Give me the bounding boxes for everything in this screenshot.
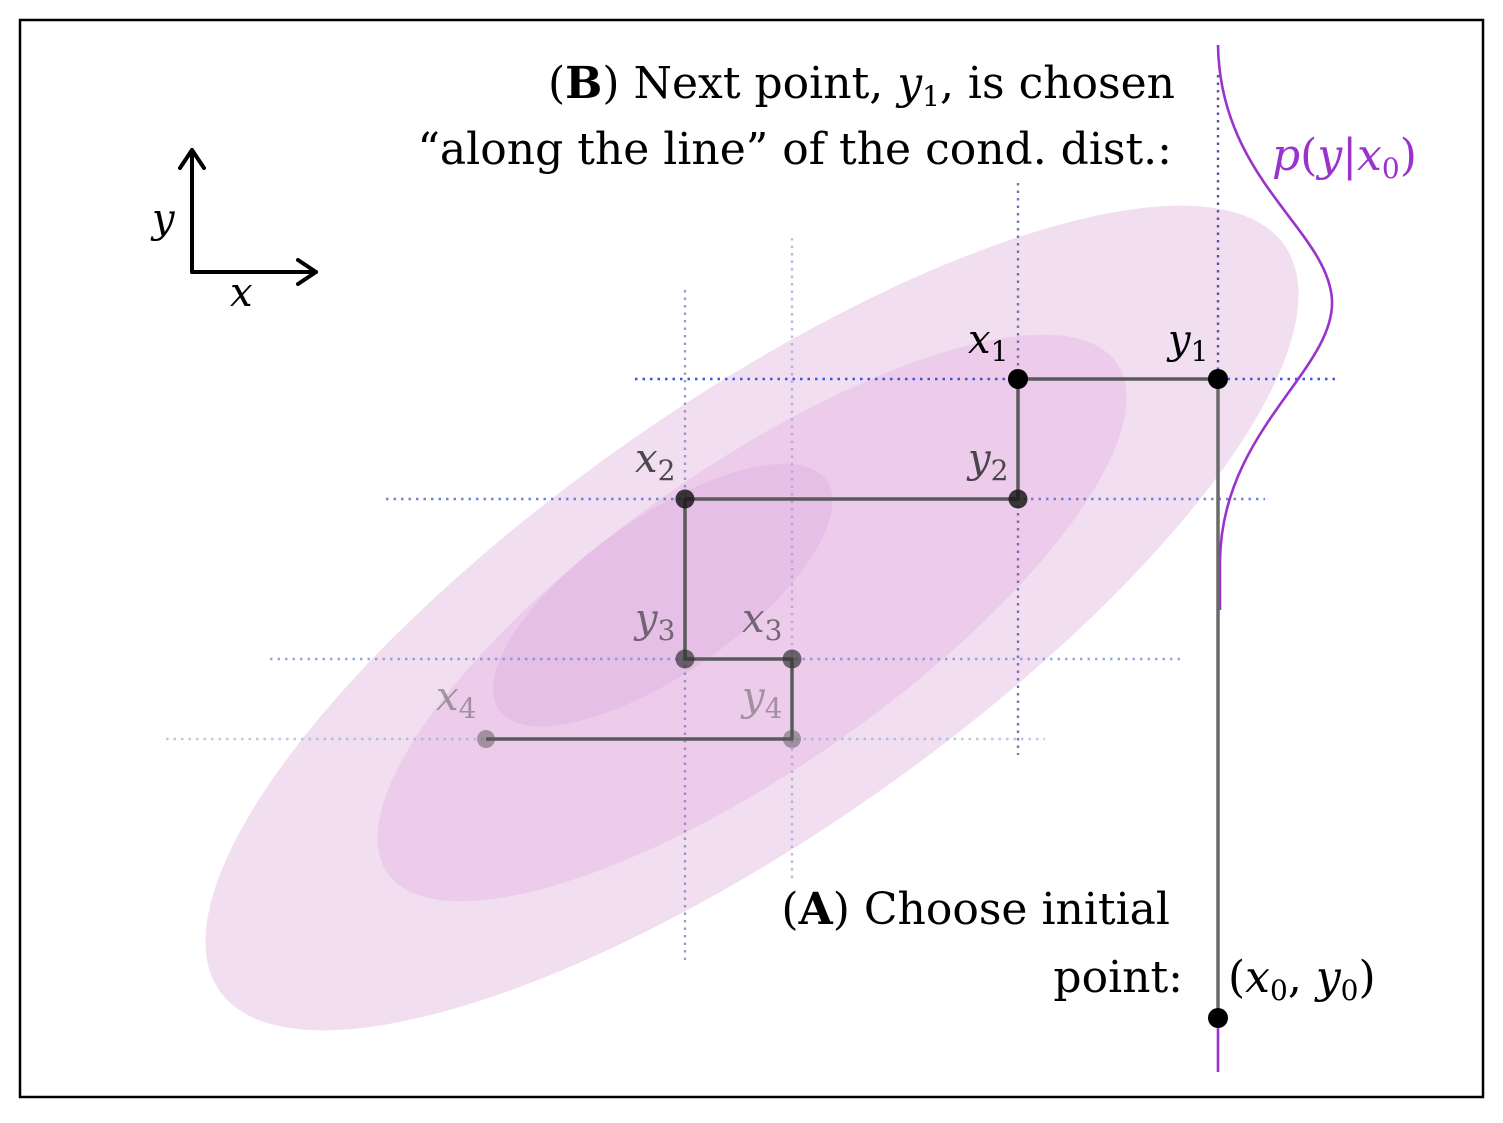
label-y3: y3 bbox=[633, 596, 675, 647]
label-x3: x3 bbox=[742, 596, 782, 647]
label-x1: x1 bbox=[968, 317, 1008, 368]
point-initial bbox=[1208, 1008, 1228, 1028]
conditional-distribution-curve bbox=[1216, 44, 1334, 610]
y-arrowhead bbox=[178, 148, 206, 170]
x-arrowhead bbox=[296, 258, 318, 286]
axis-label-y: y bbox=[150, 196, 176, 242]
axes-icon bbox=[178, 148, 318, 286]
point-y3 bbox=[675, 649, 695, 669]
caption-a-line1: (A) Choose initial bbox=[781, 884, 1170, 935]
sampling-path bbox=[486, 377, 1220, 1018]
sample-points bbox=[477, 369, 1228, 1028]
point-x3 bbox=[782, 649, 802, 669]
point-x4 bbox=[477, 730, 495, 748]
point-labels: x1 y1 x2 y2 x3 y3 x4 y4 bbox=[436, 317, 1208, 725]
point-y2 bbox=[1008, 489, 1028, 509]
label-x2: x2 bbox=[635, 436, 675, 487]
label-y4: y4 bbox=[740, 674, 782, 725]
path-steps bbox=[486, 377, 1218, 741]
conditional-label: p(y|x0) bbox=[1272, 130, 1417, 185]
label-y2: y2 bbox=[966, 436, 1008, 487]
caption-b-line1: (B) Next point, y1, is chosen bbox=[548, 58, 1175, 113]
label-x4: x4 bbox=[436, 674, 476, 725]
caption-a-line2: point: bbox=[1053, 952, 1183, 1003]
point-y1 bbox=[1208, 369, 1228, 389]
point-x1 bbox=[1008, 369, 1028, 389]
ellipse-inner bbox=[492, 463, 833, 727]
point-y4 bbox=[783, 730, 801, 748]
label-y1: y1 bbox=[1166, 317, 1208, 368]
axis-label-x: x bbox=[230, 270, 253, 316]
caption-b-line2: “along the line” of the cond. dist.: bbox=[417, 124, 1172, 175]
joint-distribution bbox=[205, 205, 1299, 1031]
point-x2 bbox=[675, 489, 695, 509]
initial-point-label: (x0, y0) bbox=[1228, 952, 1376, 1007]
